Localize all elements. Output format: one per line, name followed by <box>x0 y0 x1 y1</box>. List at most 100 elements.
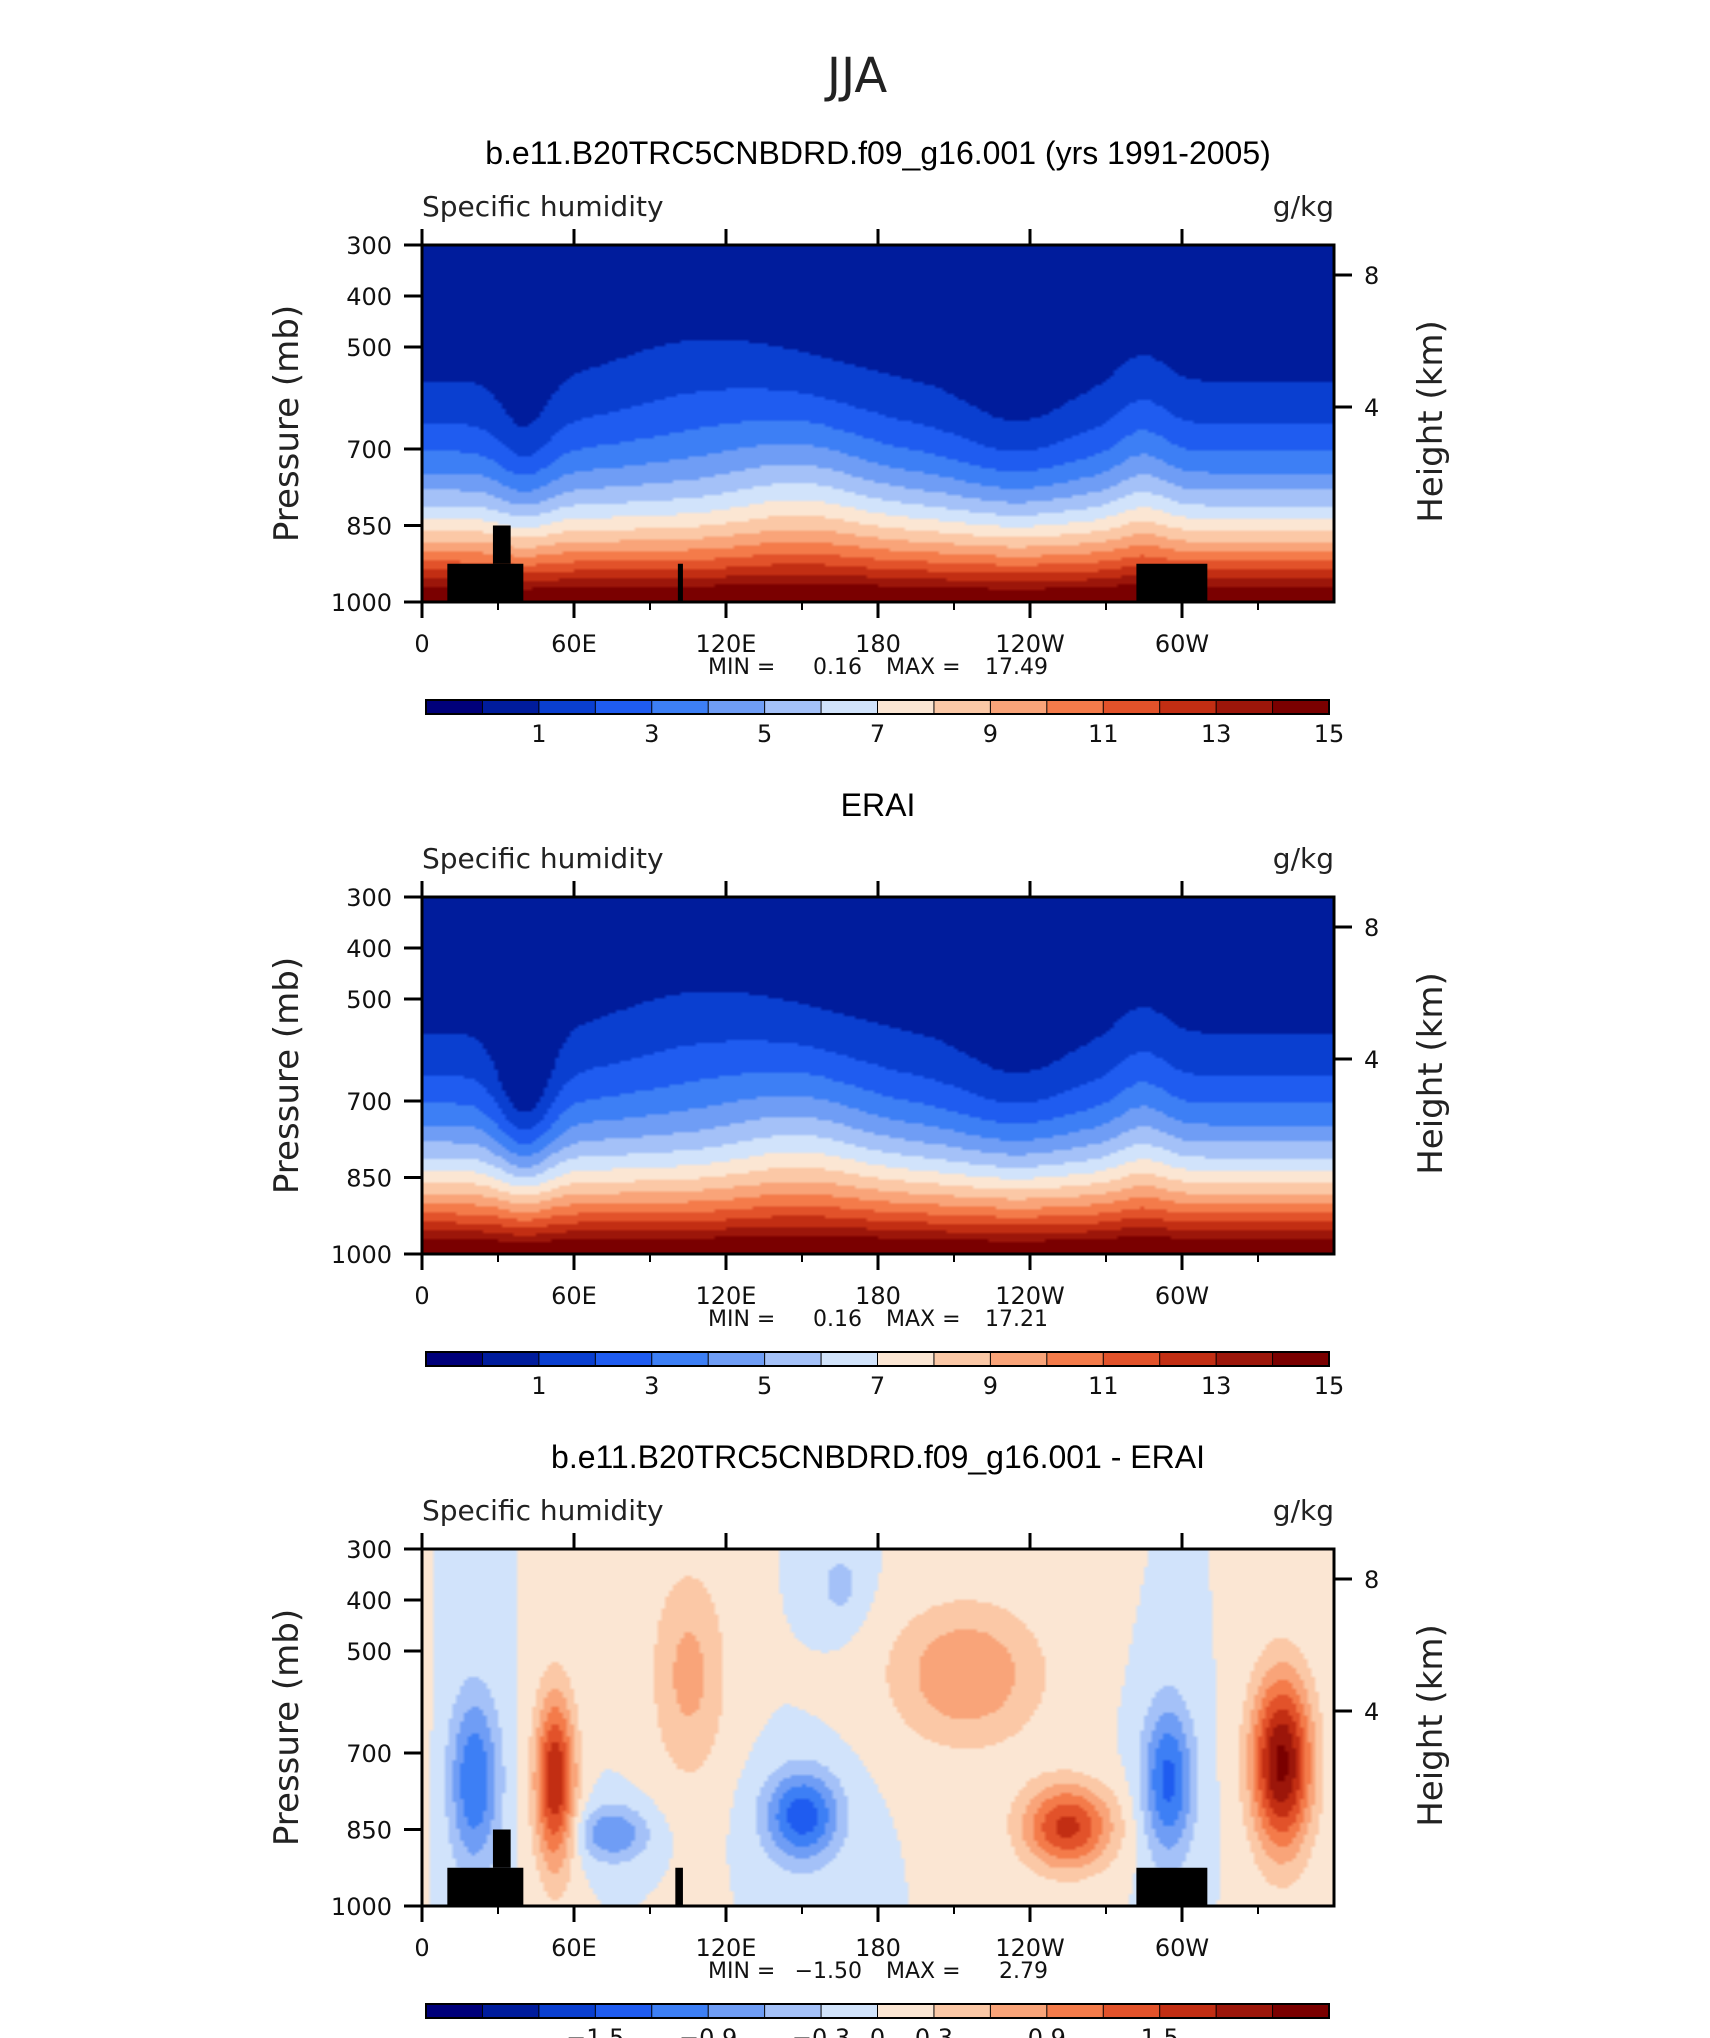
topography-mask <box>492 1829 511 1868</box>
colorbar-swatch <box>989 1351 1048 1367</box>
x-tick-label: 120E <box>696 630 757 658</box>
right-axis-label: Height (km) <box>1411 320 1451 523</box>
y-tick-label: 850 <box>346 512 392 540</box>
colorbar-swatch <box>707 699 766 715</box>
y-tick-label: 700 <box>346 436 392 464</box>
y-tick-label: 1000 <box>331 589 392 617</box>
colorbar-swatch <box>1159 2003 1218 2019</box>
colorbar-swatch <box>425 699 484 715</box>
y-tick-label: 700 <box>346 1740 392 1768</box>
stat-max-label: MAX = <box>886 1959 961 1984</box>
colorbar-frame <box>425 699 1330 715</box>
colorbar-frame <box>425 2003 1330 2019</box>
topography-mask <box>492 525 511 564</box>
x-tick-label: 0 <box>414 630 429 658</box>
colorbar-label: 5 <box>757 1372 772 1400</box>
colorbar-swatch <box>1272 1351 1330 1367</box>
y-tick-label: 700 <box>346 1088 392 1116</box>
colorbar-swatch <box>594 699 653 715</box>
panel-title: b.e11.B20TRC5CNBDRD.f09_g16.001 (yrs 199… <box>485 135 1271 171</box>
colorbar-swatch <box>933 1351 992 1367</box>
field-label: Specific humidity <box>422 1494 664 1527</box>
colorbar-swatch <box>820 1351 879 1367</box>
colorbar-swatch <box>1272 699 1330 715</box>
colorbar-label: 0 <box>870 2024 885 2038</box>
y-tick-label: 300 <box>346 884 392 912</box>
x-tick-label: 60E <box>551 1934 597 1962</box>
colorbar-label: 5 <box>757 720 772 748</box>
stat-max-value: 2.79 <box>999 1959 1048 1984</box>
y-axis-label: Pressure (mb) <box>267 957 307 1194</box>
colorbar-swatch <box>989 2003 1048 2019</box>
colorbar-swatch <box>481 699 540 715</box>
x-tick-label: 60E <box>551 1282 597 1310</box>
colorbar-label: 3 <box>644 1372 659 1400</box>
colorbar-swatch <box>1046 1351 1105 1367</box>
topography-mask <box>447 563 524 602</box>
stat-min-label: MIN = <box>708 1307 775 1332</box>
colorbar-swatch <box>538 2003 597 2019</box>
colorbar-swatch <box>594 1351 653 1367</box>
colorbar-swatch <box>820 699 879 715</box>
y-tick-label: 850 <box>346 1816 392 1844</box>
colorbar-swatch <box>1046 699 1105 715</box>
colorbar-swatch <box>1102 1351 1161 1367</box>
stat-min-value: 0.16 <box>813 1307 862 1332</box>
colorbar-label: −0.3 <box>792 2024 850 2038</box>
stat-min-label: MIN = <box>708 655 775 680</box>
colorbar-label: 1.5 <box>1141 2024 1179 2038</box>
colorbar-swatch <box>1215 1351 1274 1367</box>
x-tick-label: 120E <box>696 1282 757 1310</box>
topography-mask <box>1136 563 1208 602</box>
colorbar-swatch <box>877 699 935 715</box>
colorbar-swatch <box>933 2003 992 2019</box>
colorbar-swatch <box>1215 699 1274 715</box>
colorbar-swatch <box>764 1351 823 1367</box>
colorbar-swatch <box>764 2003 823 2019</box>
units-label: g/kg <box>1273 842 1334 875</box>
colorbar-swatch <box>538 1351 597 1367</box>
units-label: g/kg <box>1273 1494 1334 1527</box>
colorbar-label: 11 <box>1088 720 1119 748</box>
right-tick-label: 4 <box>1364 1046 1379 1074</box>
x-tick-label: 180 <box>855 630 901 658</box>
y-tick-label: 500 <box>346 334 392 362</box>
topography-mask <box>677 563 683 602</box>
colorbar-label: 7 <box>870 720 885 748</box>
colorbar-label: 13 <box>1201 1372 1232 1400</box>
colorbar-swatch <box>707 1351 766 1367</box>
colorbar-swatch <box>933 699 992 715</box>
x-tick-label: 120W <box>995 1282 1065 1310</box>
right-tick-label: 8 <box>1364 262 1379 290</box>
field-label: Specific humidity <box>422 842 664 875</box>
colorbar-swatch <box>707 2003 766 2019</box>
y-tick-label: 850 <box>346 1164 392 1192</box>
right-tick-label: 8 <box>1364 1566 1379 1594</box>
colorbar-swatch <box>651 1351 710 1367</box>
topography-mask <box>1136 1867 1208 1906</box>
colorbar-swatch <box>651 699 710 715</box>
colorbar-swatch <box>877 1351 935 1367</box>
colorbar-label: 0.3 <box>915 2024 953 2038</box>
colorbar-swatch <box>1159 1351 1218 1367</box>
x-tick-label: 0 <box>414 1282 429 1310</box>
colorbar-label: 15 <box>1314 720 1345 748</box>
colorbar-swatch <box>481 1351 540 1367</box>
y-axis-label: Pressure (mb) <box>267 1609 307 1846</box>
colorbar-swatch <box>764 699 823 715</box>
heatmap-field <box>422 897 1334 1254</box>
colorbar-swatch <box>425 1351 484 1367</box>
colorbar-label: 3 <box>644 720 659 748</box>
x-tick-label: 60W <box>1155 630 1209 658</box>
heatmap-field <box>422 1549 1334 1906</box>
panel-title: ERAI <box>841 787 916 823</box>
y-tick-label: 400 <box>346 283 392 311</box>
colorbar-swatch <box>538 699 597 715</box>
colorbar-label: −0.9 <box>679 2024 737 2038</box>
colorbar-swatch <box>1046 2003 1105 2019</box>
colorbar-label: 7 <box>870 1372 885 1400</box>
colorbar-swatch <box>877 2003 935 2019</box>
colorbar-label: 15 <box>1314 1372 1345 1400</box>
